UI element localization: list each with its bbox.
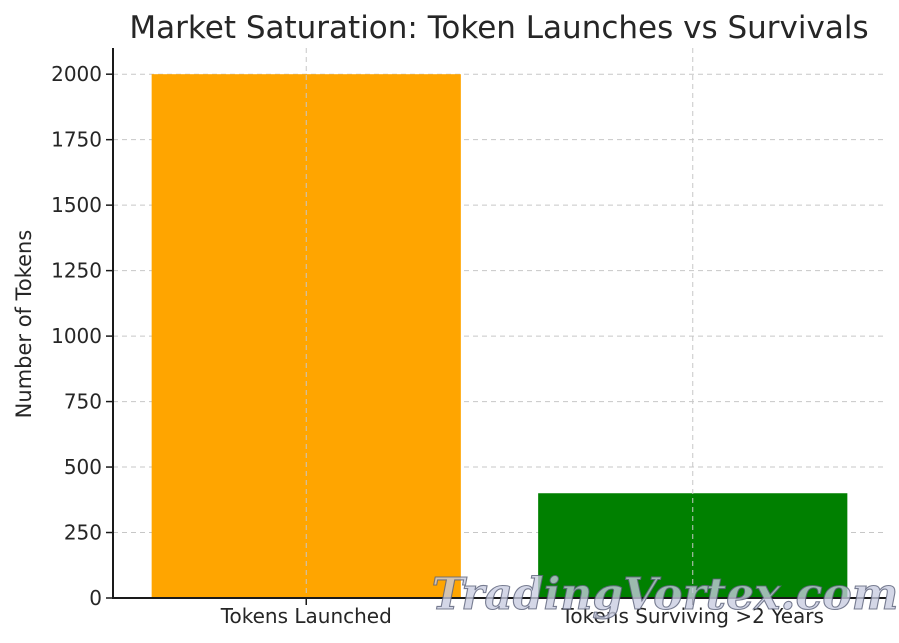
y-tick-label: 750 bbox=[64, 390, 102, 414]
y-tick-label: 250 bbox=[64, 521, 102, 545]
x-tick-label: Tokens Launched bbox=[220, 604, 392, 628]
y-axis-label: Number of Tokens bbox=[12, 230, 36, 419]
chart-title: Market Saturation: Token Launches vs Sur… bbox=[129, 10, 868, 46]
y-axis-ticks: 0 250 500 750 1000 1250 1500 1750 2000 bbox=[51, 62, 113, 610]
y-tick-label: 500 bbox=[64, 455, 102, 479]
bars bbox=[151, 48, 848, 598]
x-axis-ticks: Tokens Launched Tokens Surviving >2 Years bbox=[220, 598, 824, 628]
y-tick-label: 1250 bbox=[51, 259, 102, 283]
y-tick-label: 1500 bbox=[51, 193, 102, 217]
y-tick-label: 1000 bbox=[51, 324, 102, 348]
watermark: TradingVortex.com bbox=[432, 569, 899, 620]
y-tick-label: 2000 bbox=[51, 62, 102, 86]
x-tick-label: Tokens Surviving >2 Years bbox=[561, 604, 824, 628]
y-tick-label: 1750 bbox=[51, 128, 102, 152]
y-tick-label: 0 bbox=[89, 586, 102, 610]
